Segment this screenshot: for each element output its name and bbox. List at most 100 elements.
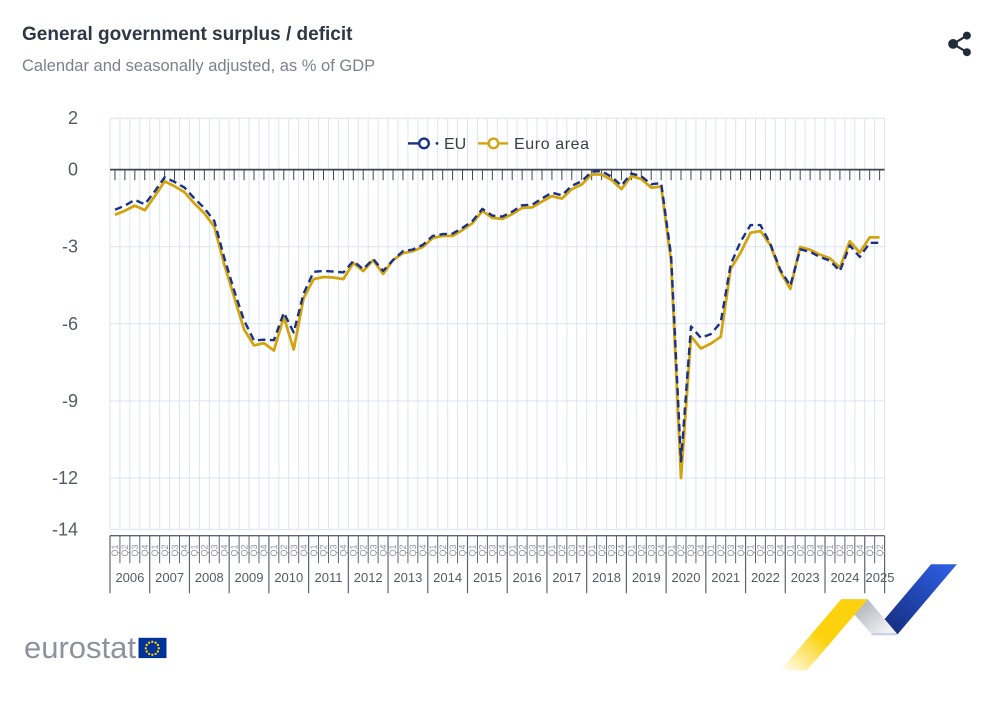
svg-text:Q2: Q2 bbox=[239, 544, 249, 556]
svg-text:Q3: Q3 bbox=[488, 544, 498, 556]
svg-text:Q1: Q1 bbox=[468, 544, 478, 556]
svg-text:Q4: Q4 bbox=[656, 544, 666, 556]
svg-text:Q3: Q3 bbox=[686, 544, 696, 556]
svg-text:Q4: Q4 bbox=[299, 544, 309, 556]
svg-text:0: 0 bbox=[68, 160, 78, 180]
svg-text:Q2: Q2 bbox=[756, 544, 766, 556]
svg-text:Q4: Q4 bbox=[815, 544, 825, 556]
svg-text:Q3: Q3 bbox=[567, 544, 577, 556]
svg-text:2: 2 bbox=[68, 108, 78, 128]
svg-text:Q4: Q4 bbox=[537, 544, 547, 556]
svg-text:Q1: Q1 bbox=[428, 544, 438, 556]
svg-text:Q2: Q2 bbox=[835, 544, 845, 556]
svg-text:Q1: Q1 bbox=[349, 544, 359, 556]
svg-text:2022: 2022 bbox=[751, 570, 780, 585]
svg-text:Q4: Q4 bbox=[458, 544, 468, 556]
svg-text:Q2: Q2 bbox=[319, 544, 329, 556]
svg-text:EU: EU bbox=[444, 136, 466, 153]
svg-text:Q2: Q2 bbox=[557, 544, 567, 556]
svg-text:Q3: Q3 bbox=[805, 544, 815, 556]
svg-text:2010: 2010 bbox=[274, 570, 303, 585]
svg-text:Q4: Q4 bbox=[776, 544, 786, 556]
svg-text:Q3: Q3 bbox=[766, 544, 776, 556]
svg-text:Q2: Q2 bbox=[358, 544, 368, 556]
svg-text:Q4: Q4 bbox=[577, 544, 587, 556]
svg-text:Q3: Q3 bbox=[607, 544, 617, 556]
svg-text:Q2: Q2 bbox=[438, 544, 448, 556]
svg-text:Q1: Q1 bbox=[666, 544, 676, 556]
svg-text:-14: -14 bbox=[52, 519, 78, 539]
svg-text:Q4: Q4 bbox=[140, 544, 150, 556]
svg-text:2019: 2019 bbox=[632, 570, 661, 585]
svg-text:2024: 2024 bbox=[830, 570, 859, 585]
svg-text:Q2: Q2 bbox=[160, 544, 170, 556]
svg-text:Q3: Q3 bbox=[726, 544, 736, 556]
svg-text:Q3: Q3 bbox=[329, 544, 339, 556]
svg-text:Q3: Q3 bbox=[249, 544, 259, 556]
svg-text:Q1: Q1 bbox=[587, 544, 597, 556]
svg-text:Q2: Q2 bbox=[279, 544, 289, 556]
svg-text:2015: 2015 bbox=[473, 570, 502, 585]
svg-text:Q2: Q2 bbox=[398, 544, 408, 556]
svg-text:Q2: Q2 bbox=[676, 544, 686, 556]
svg-text:Q1: Q1 bbox=[388, 544, 398, 556]
svg-text:Q2: Q2 bbox=[875, 544, 885, 556]
svg-text:Euro area: Euro area bbox=[514, 136, 590, 153]
svg-text:Q4: Q4 bbox=[180, 544, 190, 556]
svg-text:Q3: Q3 bbox=[408, 544, 418, 556]
svg-text:Q4: Q4 bbox=[418, 544, 428, 556]
svg-text:Q1: Q1 bbox=[150, 544, 160, 556]
svg-text:Q4: Q4 bbox=[378, 544, 388, 556]
svg-text:Q1: Q1 bbox=[190, 544, 200, 556]
svg-text:-9: -9 bbox=[62, 391, 78, 411]
svg-text:Q4: Q4 bbox=[498, 544, 508, 556]
svg-text:Q2: Q2 bbox=[637, 544, 647, 556]
svg-text:Q3: Q3 bbox=[448, 544, 458, 556]
svg-text:Q3: Q3 bbox=[368, 544, 378, 556]
svg-text:Q4: Q4 bbox=[736, 544, 746, 556]
svg-text:Q4: Q4 bbox=[219, 544, 229, 556]
svg-text:eurostat: eurostat bbox=[24, 630, 136, 665]
svg-text:Q4: Q4 bbox=[696, 544, 706, 556]
svg-text:Q3: Q3 bbox=[527, 544, 537, 556]
svg-text:2020: 2020 bbox=[672, 570, 701, 585]
svg-text:Q2: Q2 bbox=[120, 544, 130, 556]
svg-text:2009: 2009 bbox=[235, 570, 264, 585]
svg-text:2012: 2012 bbox=[354, 570, 383, 585]
svg-text:2021: 2021 bbox=[711, 570, 740, 585]
svg-text:2007: 2007 bbox=[155, 570, 184, 585]
svg-text:Q3: Q3 bbox=[646, 544, 656, 556]
svg-text:2016: 2016 bbox=[513, 570, 542, 585]
svg-text:Q1: Q1 bbox=[706, 544, 716, 556]
svg-text:Q3: Q3 bbox=[210, 544, 220, 556]
svg-text:Q4: Q4 bbox=[855, 544, 865, 556]
svg-text:Q2: Q2 bbox=[795, 544, 805, 556]
svg-text:Q2: Q2 bbox=[478, 544, 488, 556]
svg-text:Q3: Q3 bbox=[845, 544, 855, 556]
svg-text:2014: 2014 bbox=[433, 570, 462, 585]
svg-text:2018: 2018 bbox=[592, 570, 621, 585]
svg-text:2023: 2023 bbox=[791, 570, 820, 585]
svg-text:-12: -12 bbox=[52, 468, 78, 488]
svg-text:Q2: Q2 bbox=[200, 544, 210, 556]
svg-text:Q4: Q4 bbox=[617, 544, 627, 556]
svg-text:-3: -3 bbox=[62, 237, 78, 257]
svg-text:2006: 2006 bbox=[115, 570, 144, 585]
svg-text:Q2: Q2 bbox=[517, 544, 527, 556]
svg-text:Q3: Q3 bbox=[289, 544, 299, 556]
svg-text:2017: 2017 bbox=[552, 570, 581, 585]
svg-text:Q1: Q1 bbox=[825, 544, 835, 556]
svg-text:Q1: Q1 bbox=[507, 544, 517, 556]
svg-text:Q2: Q2 bbox=[716, 544, 726, 556]
svg-text:Q1: Q1 bbox=[547, 544, 557, 556]
svg-text:Q1: Q1 bbox=[309, 544, 319, 556]
svg-text:Q2: Q2 bbox=[597, 544, 607, 556]
svg-text:Q1: Q1 bbox=[865, 544, 875, 556]
svg-text:Q1: Q1 bbox=[110, 544, 120, 556]
svg-text:Q4: Q4 bbox=[259, 544, 269, 556]
svg-text:Q1: Q1 bbox=[627, 544, 637, 556]
svg-text:2013: 2013 bbox=[393, 570, 422, 585]
svg-text:-6: -6 bbox=[62, 314, 78, 334]
svg-text:Q1: Q1 bbox=[269, 544, 279, 556]
svg-text:Q3: Q3 bbox=[130, 544, 140, 556]
